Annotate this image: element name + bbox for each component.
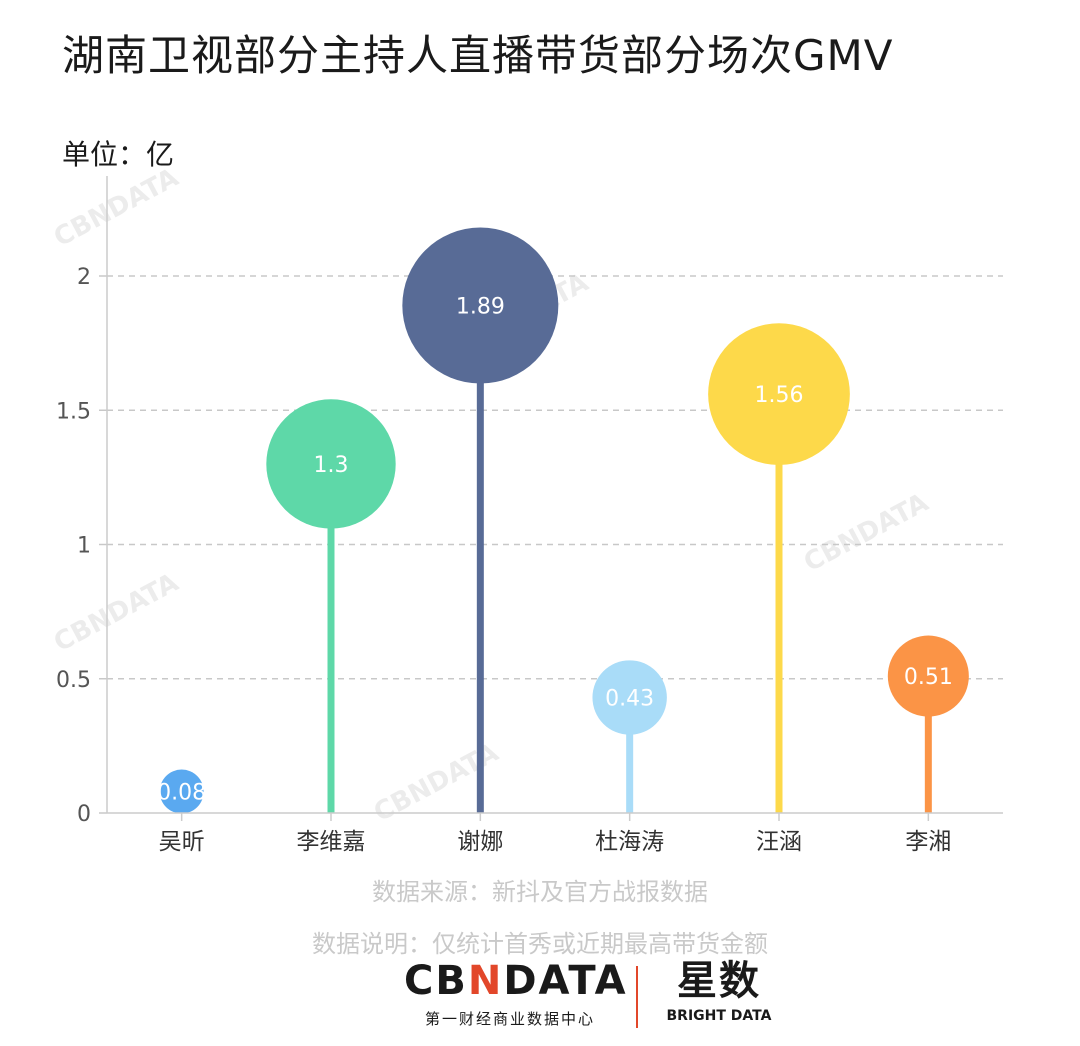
x-tick-label: 杜海涛 <box>595 829 664 855</box>
lollipop-bubble <box>887 635 969 717</box>
lollipop-bubble <box>266 399 396 529</box>
data-label: 1.89 <box>456 295 505 320</box>
logo-text-n: N <box>467 958 504 1004</box>
logo-text-cb: CB <box>404 958 468 1004</box>
watermark-text: CBNDATA <box>49 163 183 253</box>
cbndata-subtitle: 第一财经商业数据中心 <box>424 1010 595 1028</box>
brand-divider <box>636 966 638 1028</box>
lollipop-bubble <box>592 660 667 735</box>
y-tick-label: 1.5 <box>56 399 91 424</box>
bright-data-cn: 星数 <box>677 958 761 1004</box>
y-tick-label: 0 <box>77 802 91 827</box>
x-tick-label: 李湘 <box>905 829 951 855</box>
watermark-text: CBNDATA <box>799 488 933 578</box>
data-label: 1.3 <box>314 453 349 478</box>
data-label: 0.43 <box>605 687 654 712</box>
cbndata-logo: CBNDATA 第一财经商业数据中心 <box>404 958 626 1029</box>
y-tick-label: 1 <box>77 534 91 559</box>
watermark: CBNDATA <box>49 568 183 658</box>
lollipop-bubble <box>402 227 559 384</box>
lollipop-bubble <box>708 323 850 466</box>
x-tick-label: 吴昕 <box>159 829 205 855</box>
bright-data-en: BRIGHT DATA <box>666 1008 772 1024</box>
logo-text-data: DATA <box>503 958 628 1004</box>
watermark-text: CBNDATA <box>49 568 183 658</box>
x-tick-label: 汪涵 <box>756 829 802 855</box>
y-tick-label: 0.5 <box>56 668 91 693</box>
data-label: 0.51 <box>904 665 953 690</box>
y-tick-label: 2 <box>77 265 91 290</box>
data-label: 1.56 <box>755 383 804 408</box>
data-label: 0.08 <box>157 781 206 806</box>
data-description-note: 数据说明：仅统计首秀或近期最高带货金额 <box>312 930 768 958</box>
unit-label: 单位：亿 <box>62 138 175 171</box>
bright-data-logo: 星数 BRIGHT DATA <box>664 958 774 1024</box>
brand-footer: CBNDATA 第一财经商业数据中心 星数 BRIGHT DATA <box>0 958 1080 1038</box>
lollipop-bubble <box>159 769 204 814</box>
x-tick-label: 李维嘉 <box>297 829 366 855</box>
data-source-note: 数据来源：新抖及官方战报数据 <box>372 878 708 906</box>
lollipop-chart: CBNDATACBNDATACBNDATACBNDATACBNDATA00.51… <box>49 163 1003 855</box>
watermark: CBNDATA <box>799 488 933 578</box>
watermark: CBNDATA <box>49 163 183 253</box>
x-tick-label: 谢娜 <box>457 829 503 855</box>
chart-title: 湖南卫视部分主持人直播带货部分场次GMV <box>62 31 894 80</box>
